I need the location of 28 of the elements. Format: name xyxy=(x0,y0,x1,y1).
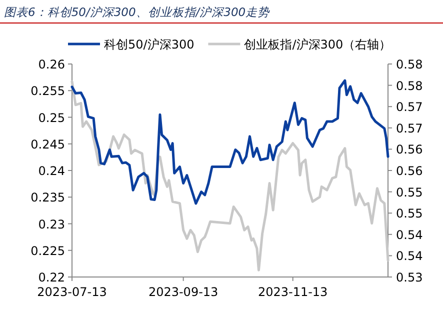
legend-label: 创业板指/沪深300（右轴） xyxy=(244,38,392,52)
y2-tick-label: 0.55 xyxy=(396,206,423,221)
y-tick-label: 0.235 xyxy=(30,190,65,205)
y2-tick-label: 0.58 xyxy=(396,58,423,72)
y-tick-label: 0.255 xyxy=(30,84,65,98)
y2-tick-label: 0.58 xyxy=(396,78,423,93)
y2-tick-label: 0.56 xyxy=(396,142,423,157)
line-series xyxy=(70,80,390,272)
y-tick-label: 0.25 xyxy=(38,110,65,125)
legend-label: 科创50/沪深300 xyxy=(104,38,194,52)
y-tick-label: 0.23 xyxy=(38,217,65,232)
y-tick-label: 0.24 xyxy=(38,164,65,178)
y-tick-label: 0.26 xyxy=(38,58,65,72)
y2-tick-label: 0.57 xyxy=(396,121,423,136)
y-tick-label: 0.225 xyxy=(30,244,65,258)
x-tick-label: 2023-09-13 xyxy=(148,285,218,299)
y-tick-label: 0.22 xyxy=(38,270,65,284)
x-tick-label: 2023-11-13 xyxy=(258,285,328,299)
y2-tick-label: 0.55 xyxy=(396,185,423,200)
chart-title: 图表6：科创50/沪深300、创业板指/沪深300走势 xyxy=(4,5,271,19)
x-tick-label: 2023-07-13 xyxy=(37,285,107,299)
y-tick-label: 0.245 xyxy=(30,137,65,152)
y2-tick-label: 0.56 xyxy=(396,164,423,178)
y2-tick-label: 0.54 xyxy=(396,228,423,242)
y2-tick-label: 0.54 xyxy=(396,249,423,264)
line-series xyxy=(70,79,390,205)
y2-tick-label: 0.53 xyxy=(396,270,423,284)
y2-tick-label: 0.57 xyxy=(396,100,423,114)
